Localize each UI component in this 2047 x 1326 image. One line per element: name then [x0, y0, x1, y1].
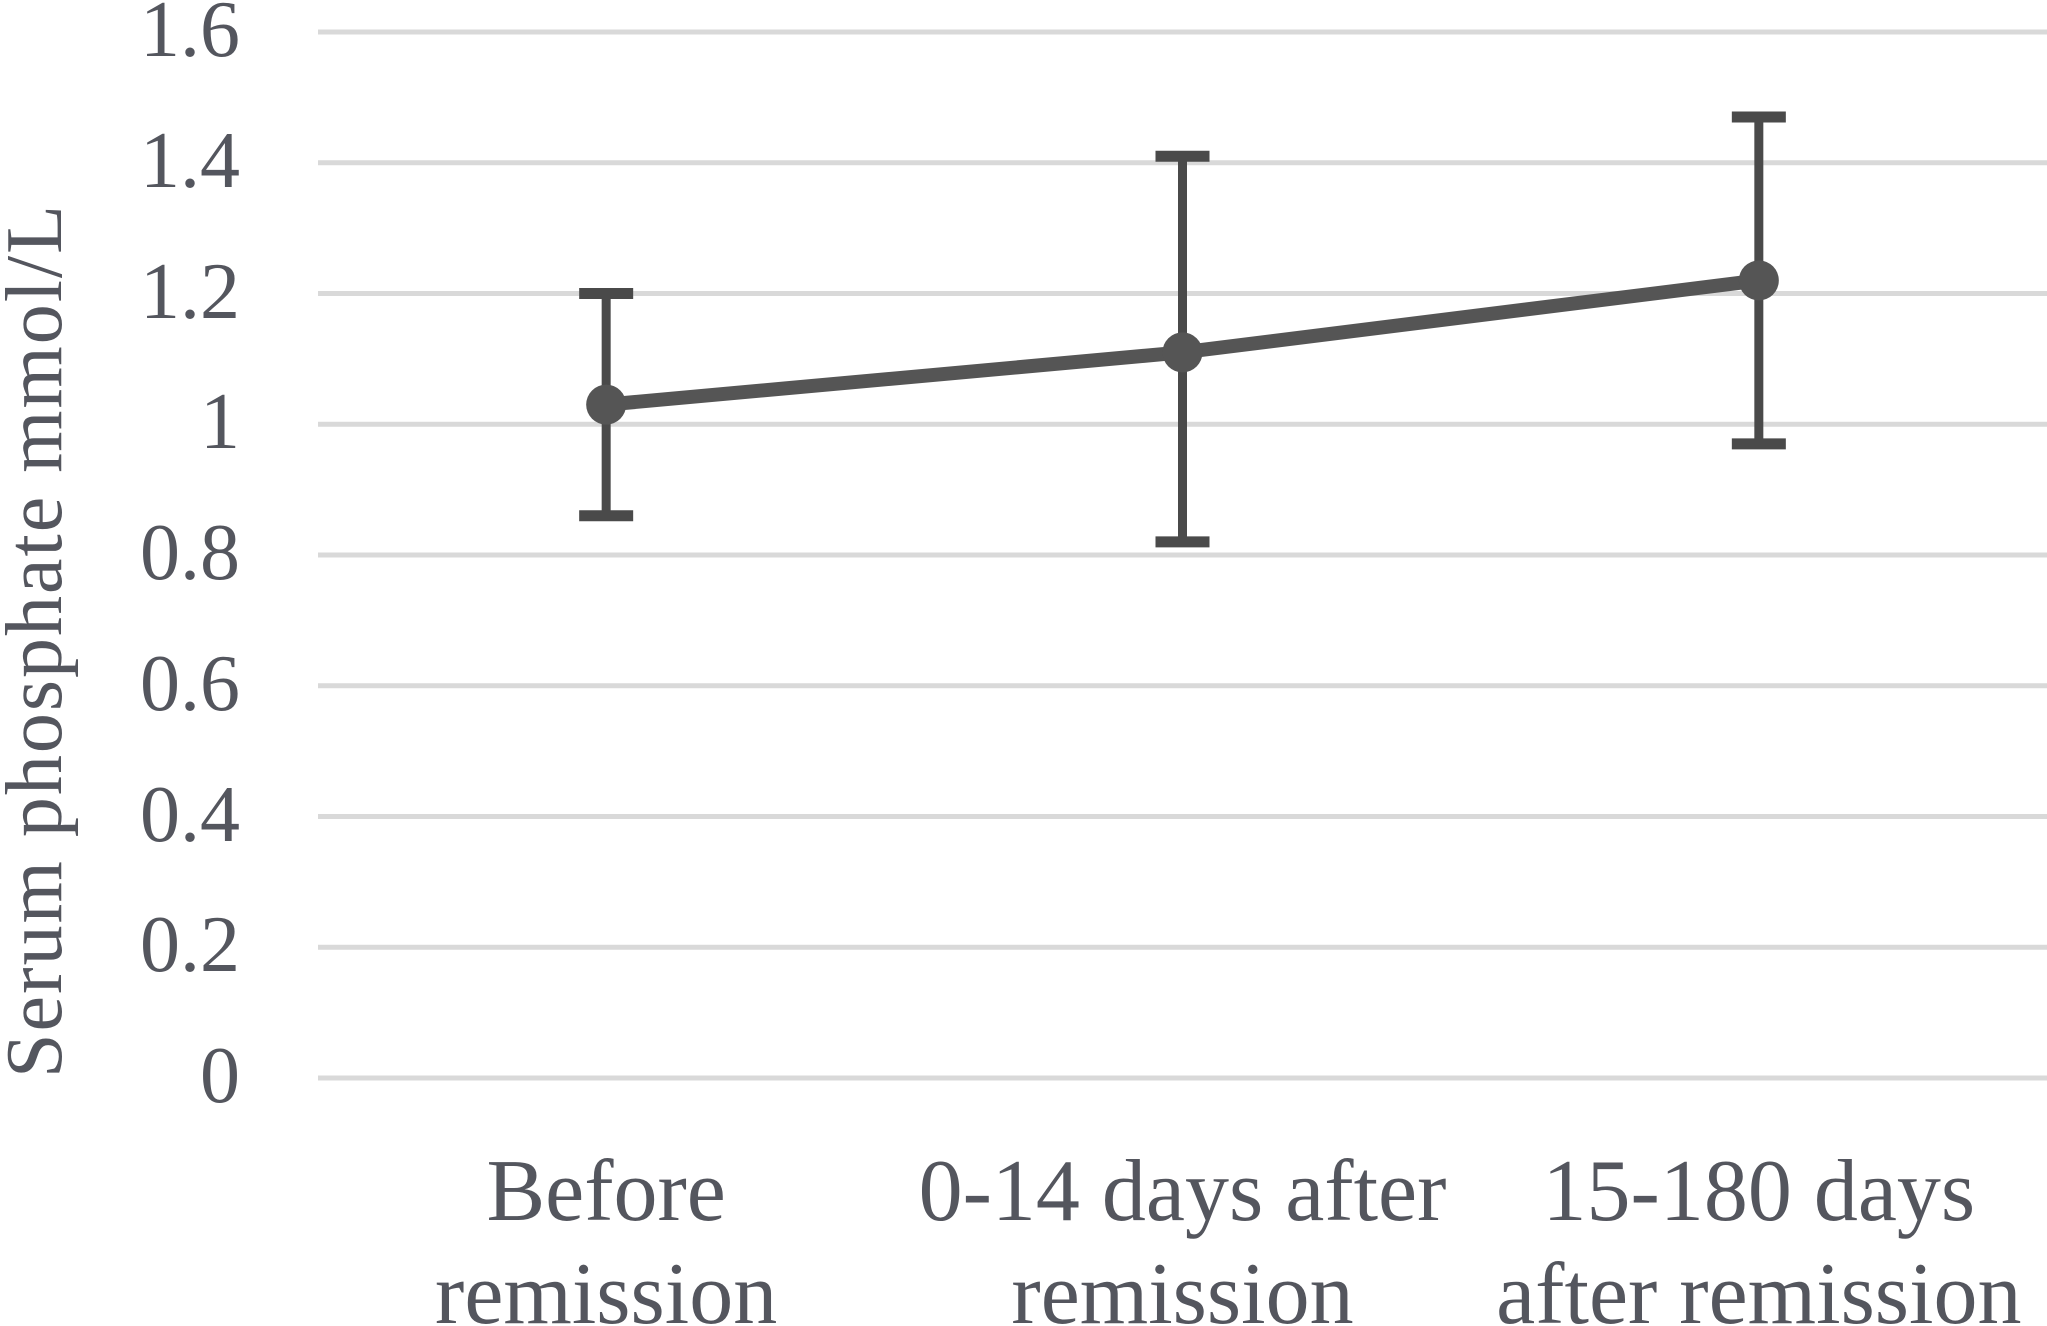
- x-category-label-line: after remission: [1496, 1246, 2022, 1326]
- x-category-label-line: Before: [486, 1143, 726, 1240]
- y-tick-label: 0.6: [140, 639, 240, 728]
- data-point-marker: [586, 384, 627, 425]
- y-tick-label: 0.2: [140, 901, 240, 990]
- x-category-label: 15-180 days after remission: [1439, 1140, 2047, 1326]
- x-category-label-line: remission: [1011, 1246, 1354, 1326]
- y-tick-label: 1.4: [140, 116, 240, 205]
- x-category-label-line: 0-14 days after: [918, 1143, 1447, 1240]
- y-tick-label: 0: [200, 1032, 240, 1120]
- x-category-label-line: remission: [435, 1246, 778, 1326]
- y-tick-label: 1.6: [140, 0, 240, 74]
- y-tick-label: 0.8: [140, 509, 240, 597]
- y-tick-label: 1: [200, 378, 240, 467]
- x-category-label-line: 15-180 days: [1542, 1143, 1976, 1240]
- data-point-marker: [1738, 260, 1779, 301]
- x-category-label: Before remission: [286, 1140, 926, 1326]
- y-tick-label: 0.4: [140, 770, 240, 859]
- x-category-label: 0-14 days after remission: [863, 1140, 1503, 1326]
- y-tick-label: 1.2: [140, 247, 240, 336]
- data-point-marker: [1162, 332, 1203, 373]
